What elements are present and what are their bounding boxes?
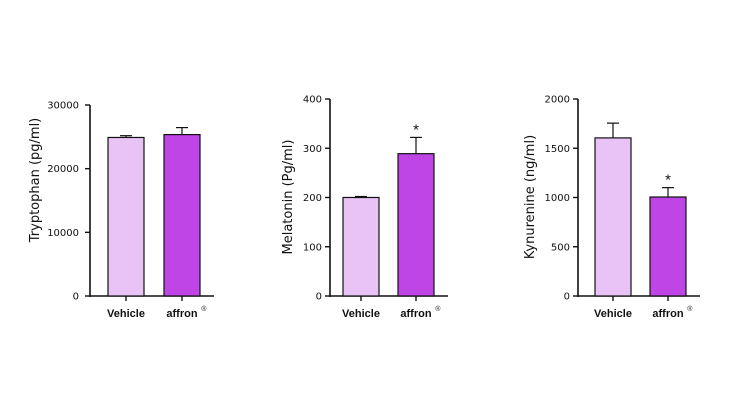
y-tick-label: 100 <box>303 242 322 253</box>
registered-mark: ® <box>201 305 207 313</box>
registered-mark: ® <box>687 305 693 313</box>
y-tick-label: 0 <box>73 292 79 303</box>
significance-marker: * <box>665 172 671 189</box>
y-tick-label: 400 <box>303 95 322 106</box>
significance-marker: * <box>413 121 419 138</box>
y-tick-label: 200 <box>303 193 322 204</box>
y-tick-label: 20000 <box>47 164 79 175</box>
category-label-affron: affron <box>652 308 683 320</box>
category-label-affron: affron <box>400 308 431 320</box>
chart-panel-3: 0 500 1000 1500 2000 Kynurenine (ng/ml) Vehicl… <box>523 95 700 320</box>
bar-vehicle <box>107 136 145 297</box>
y-tick-label: 30000 <box>47 101 79 112</box>
bar-affron <box>163 134 201 297</box>
y-tick-label: 1500 <box>545 144 570 155</box>
y-tick-label: 1000 <box>545 193 570 204</box>
bar-vehicle <box>594 137 632 297</box>
y-axis-title: Kynurenine (ng/ml) <box>523 135 538 259</box>
y-tick-label: 2000 <box>545 95 570 106</box>
y-tick-label: 0 <box>564 292 570 303</box>
y-axis-title: Tryptophan (pg/ml) <box>28 118 43 244</box>
chart-panel-1: 0 10000 20000 30000 Tryptophan (pg/ml) Vehicl… <box>28 101 214 320</box>
category-label-vehicle: Vehicle <box>107 308 145 320</box>
bar-vehicle <box>342 196 380 297</box>
y-tick-label: 0 <box>316 292 322 303</box>
category-label-affron: affron <box>166 308 197 320</box>
y-tick-label: 10000 <box>47 228 79 239</box>
registered-mark: ® <box>435 305 441 313</box>
y-tick-label: 500 <box>551 242 570 253</box>
bar-affron <box>397 153 435 297</box>
y-tick-label: 300 <box>303 144 322 155</box>
y-axis-title: Melatonin (Pg/ml) <box>281 140 296 255</box>
bar-affron <box>649 196 687 297</box>
chart-panel-2: 0 100 200 300 400 Melatonin (Pg/ml) Vehicle aff… <box>281 95 448 320</box>
category-label-vehicle: Vehicle <box>594 308 632 320</box>
category-label-vehicle: Vehicle <box>342 308 380 320</box>
